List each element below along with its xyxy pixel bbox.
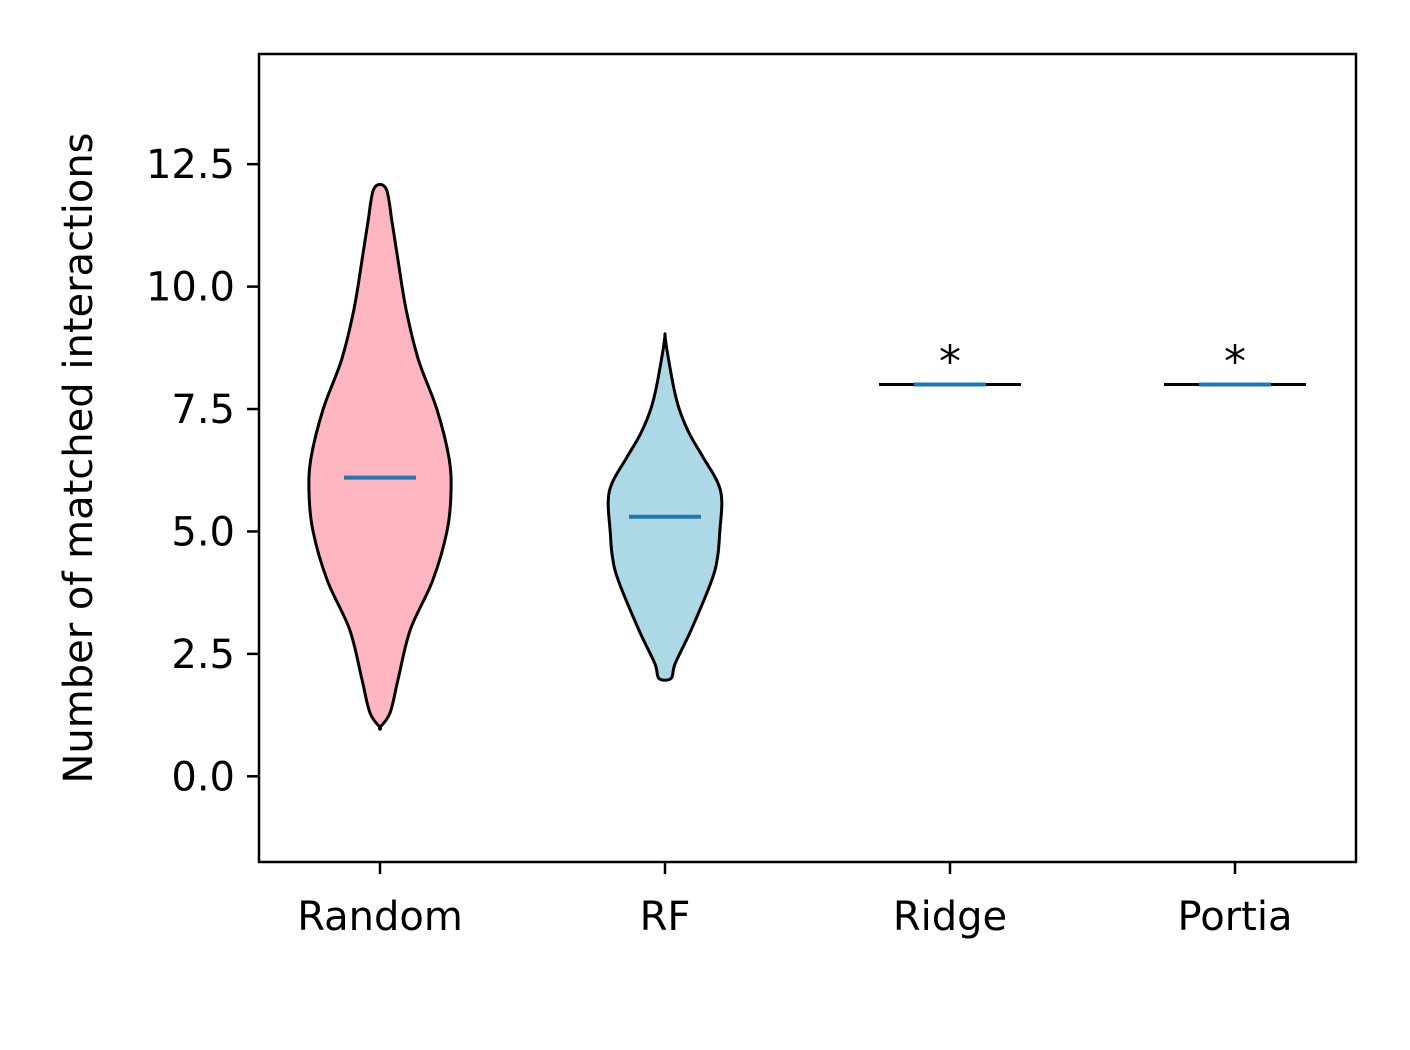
y-tick-label: 7.5 <box>171 387 235 433</box>
significance-marker: * <box>1224 337 1246 388</box>
x-tick-label: Random <box>297 894 463 940</box>
plot-area: * * <box>307 182 1306 731</box>
y-tick-label: 12.5 <box>146 142 235 188</box>
violin-body-rf <box>606 332 724 682</box>
plot-frame <box>257 52 1358 864</box>
y-tick-label: 0.0 <box>171 754 235 800</box>
x-tick-label: Ridge <box>893 894 1007 940</box>
x-tick-label: RF <box>640 894 691 940</box>
y-tick-label: 5.0 <box>171 509 235 555</box>
y-tick-label: 10.0 <box>146 265 235 311</box>
significance-marker: * <box>939 337 961 388</box>
y-axis-label: Number of matched interactions <box>56 132 102 783</box>
y-axis: 0.0 2.5 5.0 7.5 10.0 12.5 <box>146 142 259 800</box>
x-tick-label: Portia <box>1178 894 1293 940</box>
violin-body-random <box>307 182 453 731</box>
y-tick-label: 2.5 <box>171 632 235 678</box>
x-axis: Random RF Ridge Portia <box>297 862 1292 940</box>
